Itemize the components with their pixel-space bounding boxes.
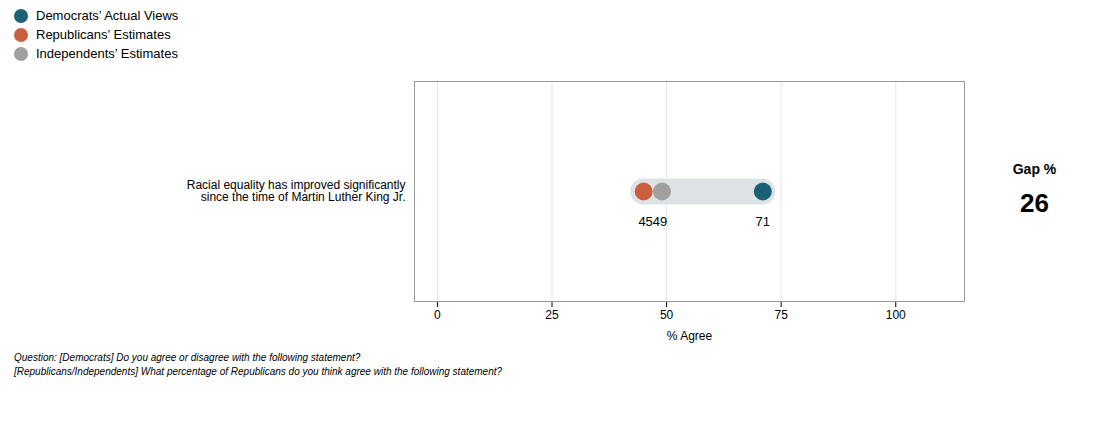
- svg-text:100: 100: [886, 308, 906, 322]
- svg-text:0: 0: [434, 308, 441, 322]
- svg-text:75: 75: [774, 308, 788, 322]
- svg-text:Gap %: Gap %: [1013, 161, 1057, 177]
- svg-text:% Agree: % Agree: [667, 329, 713, 343]
- svg-text:50: 50: [660, 308, 674, 322]
- html-text:Republicans’ Estimates: Republicans’ Estimates: [36, 27, 171, 42]
- html-text:Democrats’ Actual Views: Democrats’ Actual Views: [36, 8, 179, 23]
- svg-text:26: 26: [1020, 188, 1049, 218]
- svg-text:4549: 4549: [638, 214, 667, 229]
- html-text:Independents’ Estimates: Independents’ Estimates: [36, 46, 178, 61]
- html-text:[Republicans/Independents] Wha: [Republicans/Independents] What percenta…: [14, 365, 503, 377]
- svg-text:25: 25: [545, 308, 559, 322]
- html-text:Question: [Democrats] Do you a: Question: [Democrats] Do you agree or di…: [14, 352, 361, 363]
- svg-text:Racial equality has improved s: Racial equality has improved significant…: [187, 178, 406, 204]
- svg-text:71: 71: [756, 214, 770, 229]
